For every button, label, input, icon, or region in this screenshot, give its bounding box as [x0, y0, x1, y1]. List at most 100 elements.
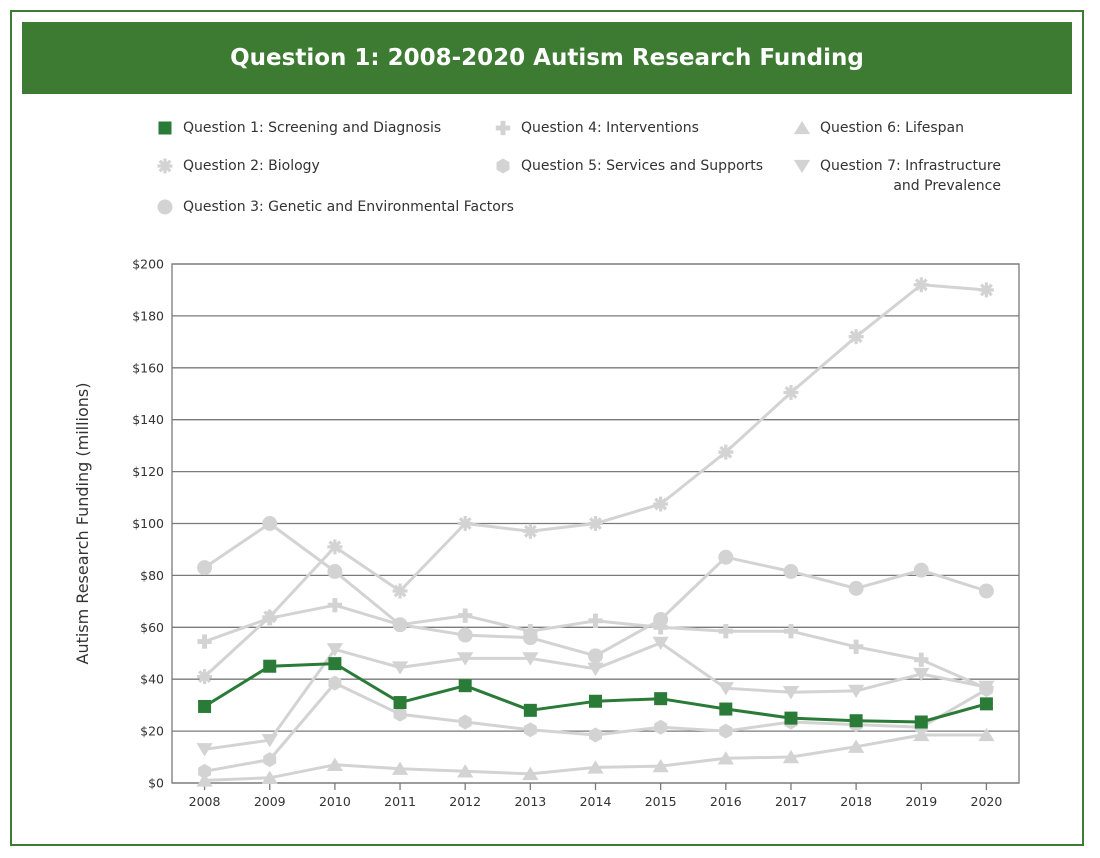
data-point [589, 694, 602, 708]
y-tick-label: $120 [132, 464, 164, 479]
data-point [457, 516, 473, 531]
data-point [587, 760, 604, 774]
data-point [718, 444, 734, 460]
y-tick-label: $0 [148, 776, 164, 791]
data-point [522, 652, 539, 666]
data-point [458, 679, 472, 693]
data-point [327, 598, 343, 613]
data-point [261, 734, 278, 748]
series-4 [197, 598, 994, 696]
legend-label: Question 4: Interventions [521, 120, 699, 136]
y-tick-label: $160 [132, 360, 164, 375]
x-tick-label: 2018 [840, 794, 872, 809]
data-point [783, 624, 799, 639]
legend-marker-asterisk-icon [157, 158, 173, 174]
data-point [849, 714, 863, 728]
y-tick-label: $20 [140, 724, 164, 739]
data-point [393, 706, 407, 722]
data-point [263, 752, 277, 768]
data-point [654, 692, 668, 706]
data-point [327, 539, 343, 555]
data-point [392, 583, 408, 599]
data-point [719, 702, 733, 716]
legend-item-q1: Question 1: Screening and Diagnosis [155, 118, 441, 138]
legend-marker-square-icon [158, 121, 172, 135]
data-point [326, 643, 344, 657]
data-point [458, 608, 473, 623]
x-tick-label: 2015 [645, 794, 677, 809]
data-point [848, 639, 864, 654]
series-3 [197, 516, 994, 664]
x-tick-label: 2014 [580, 794, 612, 809]
title-bar: Question 1: 2008-2020 Autism Research Fu… [22, 22, 1072, 94]
data-point [588, 516, 603, 531]
legend-label: Question 6: Lifespan [820, 120, 965, 136]
data-point [262, 516, 278, 531]
x-tick-label: 2012 [449, 794, 481, 809]
data-point [328, 675, 342, 691]
x-tick-label: 2010 [319, 794, 351, 809]
data-point [197, 634, 212, 649]
data-point [198, 763, 212, 779]
data-point [652, 636, 669, 651]
y-tick-label: $200 [132, 257, 164, 272]
legend-label: Question 3: Genetic and Environmental Fa… [183, 199, 514, 215]
x-tick-label: 2019 [905, 794, 937, 809]
data-point [979, 697, 993, 711]
data-point [393, 696, 407, 710]
data-point [717, 682, 734, 696]
x-tick-label: 2009 [254, 794, 286, 809]
data-point [978, 680, 995, 695]
data-point [978, 727, 995, 742]
data-point [262, 611, 277, 626]
data-point [588, 613, 603, 628]
legend-marker-hexagon-icon [496, 158, 510, 174]
data-point [522, 766, 539, 781]
legend-item-q5: Question 5: Services and Supports [493, 156, 763, 176]
series-line [203, 522, 987, 658]
y-tick-label: $60 [140, 620, 164, 635]
data-point [652, 758, 669, 773]
data-point [654, 719, 668, 735]
data-point [392, 617, 408, 632]
data-point [261, 770, 278, 784]
data-point [848, 329, 864, 345]
data-point [391, 761, 409, 775]
data-point [653, 496, 669, 512]
legend-marker-triangle-up-icon [793, 120, 811, 135]
data-point [522, 523, 538, 539]
legend-item-q7: Question 7: Infrastructure and Prevalenc… [792, 156, 1001, 196]
data-point [457, 627, 473, 643]
data-point [783, 384, 799, 400]
data-point [978, 282, 994, 298]
data-point [914, 652, 929, 667]
data-point [784, 711, 798, 725]
chart-legend: Question 1: Screening and Diagnosis Ques… [150, 112, 1050, 222]
data-point [783, 564, 799, 579]
data-point [847, 684, 865, 699]
data-point [523, 722, 537, 738]
data-point [523, 624, 538, 639]
legend-label: Question 7: Infrastructure and Prevalenc… [820, 156, 1001, 196]
y-tick-label: $80 [140, 568, 164, 583]
legend-label: Question 5: Services and Supports [521, 158, 764, 174]
x-tick-label: 2008 [189, 794, 221, 809]
legend-label: Question 2: Biology [183, 158, 320, 174]
data-point [719, 723, 733, 739]
legend-label: Question 1: Screening and Diagnosis [183, 120, 442, 136]
data-point [587, 662, 604, 676]
data-point [653, 620, 668, 635]
data-point [197, 560, 213, 576]
data-point [458, 714, 472, 730]
series-2 [197, 277, 994, 685]
data-point [717, 751, 734, 765]
data-point [197, 669, 213, 685]
data-point [782, 749, 800, 764]
x-tick-label: 2016 [710, 794, 742, 809]
y-axis-label: Autism Research Funding (millions) [73, 383, 92, 665]
series-7 [196, 636, 995, 757]
legend-label-line: Question 7: Infrastructure [820, 158, 1001, 174]
x-tick-label: 2013 [514, 794, 546, 809]
data-point [782, 686, 800, 700]
